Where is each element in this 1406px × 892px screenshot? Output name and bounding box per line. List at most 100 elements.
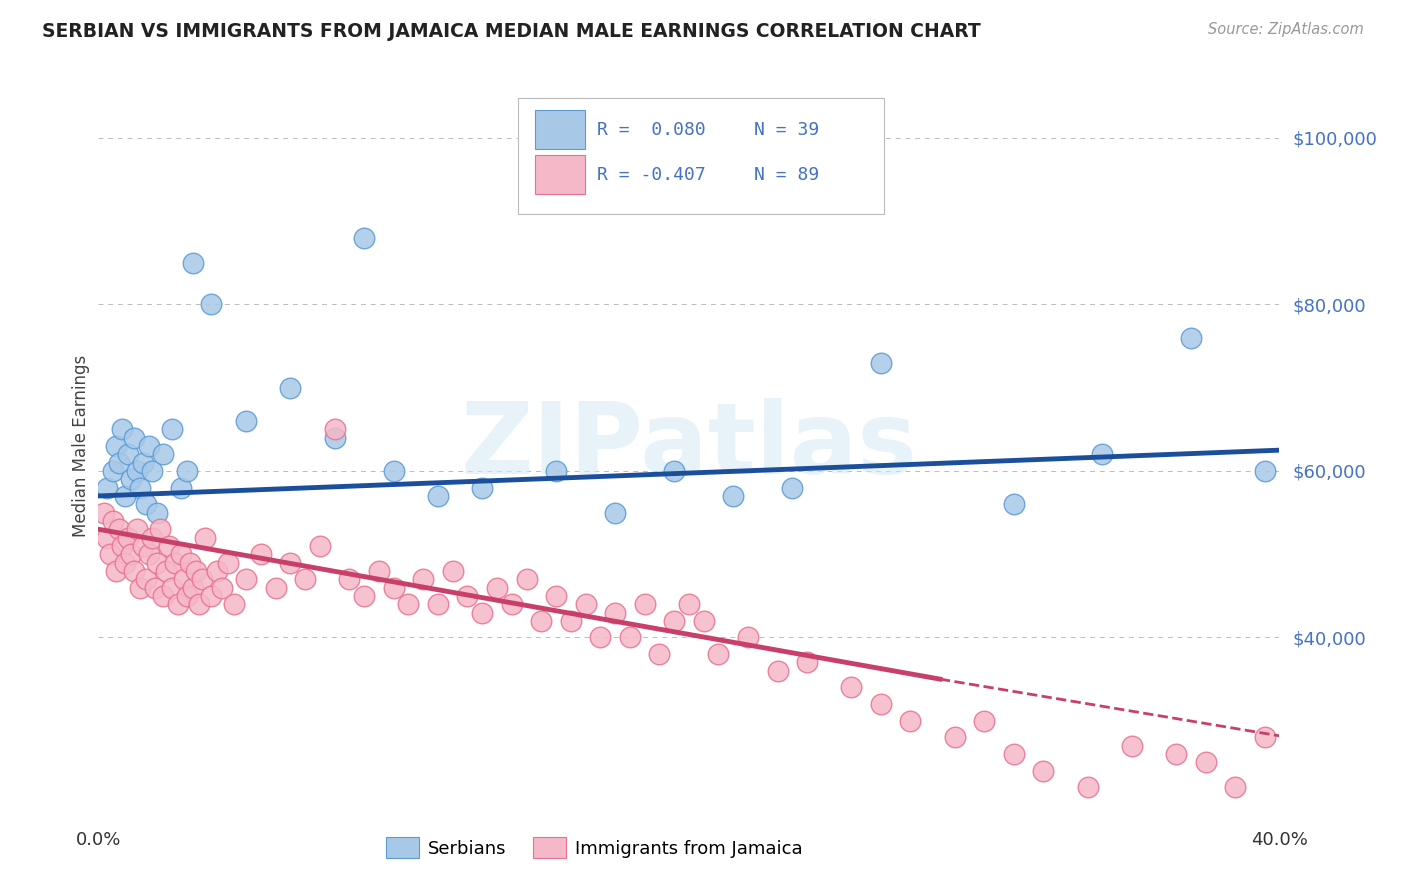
Point	[1254, 731, 1277, 745]
Point	[141, 531, 163, 545]
Point	[575, 597, 598, 611]
Point	[634, 597, 657, 611]
Point	[501, 597, 523, 611]
Point	[132, 539, 155, 553]
Point	[149, 522, 172, 536]
Point	[412, 572, 434, 586]
Point	[217, 556, 239, 570]
Point	[943, 731, 966, 745]
Point	[427, 489, 450, 503]
Point	[900, 714, 922, 728]
Point	[120, 472, 142, 486]
Point	[280, 381, 302, 395]
Point	[737, 631, 759, 645]
Point	[117, 447, 139, 461]
Point	[224, 597, 246, 611]
Point	[1195, 756, 1218, 770]
Point	[471, 606, 494, 620]
Point	[870, 356, 893, 370]
Point	[200, 297, 222, 311]
Point	[250, 547, 273, 561]
Point	[471, 481, 494, 495]
FancyBboxPatch shape	[536, 155, 585, 194]
Point	[181, 581, 204, 595]
Point	[135, 497, 157, 511]
Point	[132, 456, 155, 470]
Point	[108, 522, 131, 536]
Text: SERBIAN VS IMMIGRANTS FROM JAMAICA MEDIAN MALE EARNINGS CORRELATION CHART: SERBIAN VS IMMIGRANTS FROM JAMAICA MEDIA…	[42, 22, 981, 41]
Point	[187, 597, 209, 611]
Point	[664, 614, 686, 628]
Point	[1002, 497, 1025, 511]
Point	[105, 564, 128, 578]
Point	[235, 572, 257, 586]
Point	[125, 464, 148, 478]
Point	[200, 589, 222, 603]
Point	[194, 531, 217, 545]
Point	[138, 439, 160, 453]
Point	[103, 464, 125, 478]
Point	[143, 581, 166, 595]
Point	[152, 589, 174, 603]
Point	[486, 581, 509, 595]
Point	[353, 231, 375, 245]
Point	[173, 572, 195, 586]
Text: ZIPatlas: ZIPatlas	[461, 398, 917, 494]
Point	[309, 539, 332, 553]
Point	[191, 572, 214, 586]
Point	[398, 597, 420, 611]
Point	[96, 531, 118, 545]
Point	[170, 481, 193, 495]
Point	[1166, 747, 1188, 761]
Point	[1254, 464, 1277, 478]
Point	[138, 547, 160, 561]
Point	[427, 597, 450, 611]
Point	[1032, 764, 1054, 778]
Point	[179, 556, 201, 570]
Point	[841, 681, 863, 695]
Point	[973, 714, 995, 728]
Point	[766, 664, 789, 678]
Point	[1077, 780, 1099, 795]
Point	[235, 414, 257, 428]
Point	[678, 597, 700, 611]
Point	[114, 556, 136, 570]
Text: N = 39: N = 39	[754, 120, 820, 139]
Point	[176, 589, 198, 603]
Point	[589, 631, 612, 645]
Point	[93, 506, 115, 520]
Point	[146, 556, 169, 570]
Point	[530, 614, 553, 628]
Point	[457, 589, 479, 603]
Point	[516, 572, 538, 586]
FancyBboxPatch shape	[536, 111, 585, 149]
Legend: Serbians, Immigrants from Jamaica: Serbians, Immigrants from Jamaica	[380, 830, 810, 865]
Point	[135, 572, 157, 586]
Point	[546, 589, 568, 603]
Text: R =  0.080: R = 0.080	[596, 120, 706, 139]
Point	[280, 556, 302, 570]
Point	[1002, 747, 1025, 761]
Point	[1121, 739, 1143, 753]
Point	[323, 422, 346, 436]
Point	[162, 581, 183, 595]
Text: R = -0.407: R = -0.407	[596, 166, 706, 184]
Point	[176, 464, 198, 478]
Point	[205, 564, 228, 578]
Point	[103, 514, 125, 528]
Point	[368, 564, 391, 578]
Point	[723, 489, 745, 503]
Point	[167, 597, 190, 611]
Point	[141, 464, 163, 478]
Point	[170, 547, 193, 561]
Point	[146, 506, 169, 520]
Y-axis label: Median Male Earnings: Median Male Earnings	[72, 355, 90, 537]
Point	[782, 481, 804, 495]
Point	[382, 581, 405, 595]
Point	[339, 572, 361, 586]
Point	[353, 589, 375, 603]
Point	[162, 422, 183, 436]
Point	[605, 506, 627, 520]
Point	[98, 547, 121, 561]
Point	[211, 581, 233, 595]
